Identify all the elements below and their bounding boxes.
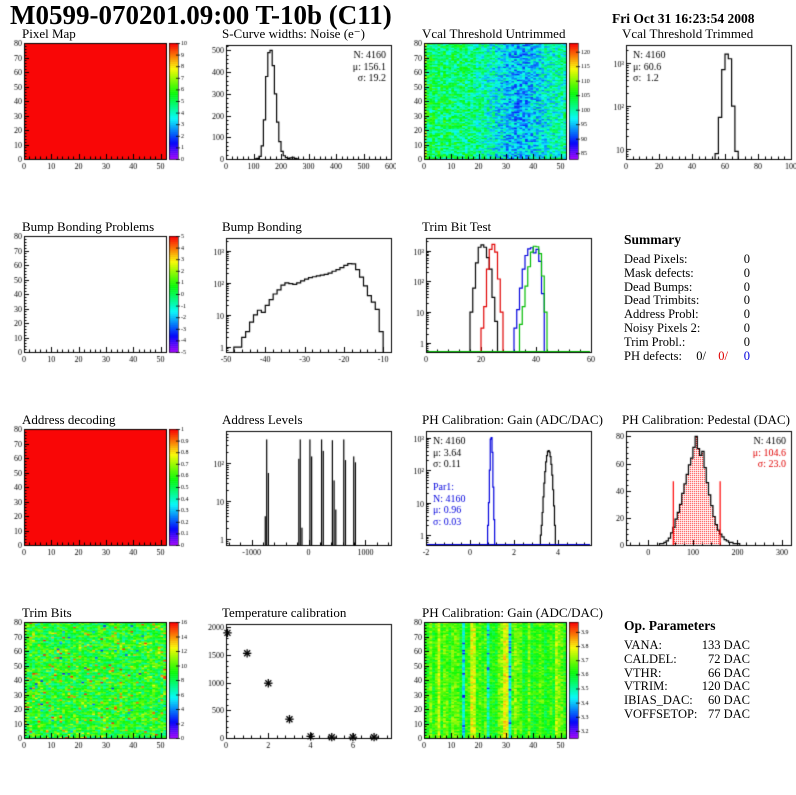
bump-bonding-plot: [200, 232, 396, 372]
address-decoding-plot: [0, 425, 196, 565]
temperature-calibration-plot: [200, 618, 396, 758]
chart-title: S-Curve widths: Noise (e⁻): [222, 26, 365, 41]
vcal-trimmed-plot: [600, 39, 796, 179]
ph-defects-black: 0/: [696, 348, 706, 363]
op-row-vthr: VTHR: 66 DAC: [624, 665, 750, 680]
summary-row-dead-pixels: Dead Pixels: 0: [624, 252, 750, 266]
chart-title: Bump Bonding Problems: [22, 219, 155, 234]
chart-title: Vcal Threshold Untrimmed: [422, 26, 566, 41]
panel-pixel-map: Pixel Map: [0, 26, 200, 216]
op-row-voffsetop: VOFFSETOP: 77 DAC: [624, 706, 750, 721]
chart-title: Trim Bit Test: [422, 219, 492, 234]
chart-title: Pixel Map: [22, 26, 76, 41]
ph-gain-map-plot: [400, 618, 596, 758]
summary-row-noisy-pixels: Noisy Pixels 2: 0: [624, 320, 750, 335]
page-title: M0599-070201.09:00 T-10b (C11): [10, 0, 392, 30]
ph-gain-hist-plot: [400, 425, 596, 565]
trim-bit-test-plot: [400, 232, 596, 372]
trim-bits-map-plot: [0, 618, 196, 758]
address-levels-plot: [200, 425, 396, 565]
chart-title: Vcal Threshold Trimmed: [622, 26, 754, 41]
op-parameters-title: Op. Parameters: [624, 618, 716, 633]
chart-title: Temperature calibration: [222, 605, 347, 620]
bump-bonding-problems-plot: [0, 232, 196, 372]
op-row-vana: VANA: 133 DAC: [624, 638, 750, 652]
chart-title: Trim Bits: [22, 605, 72, 620]
scurve-noise-plot: [200, 39, 396, 179]
pixel-map-plot: [0, 39, 196, 179]
panel-trim-bits-map: Trim Bits: [0, 605, 200, 795]
chart-title: Address decoding: [22, 412, 116, 427]
chart-title: PH Calibration: Pedestal (DAC): [622, 412, 790, 427]
summary-title: Summary: [624, 232, 681, 247]
timestamp: Fri Oct 31 16:23:54 2008: [612, 11, 755, 26]
chart-title: PH Calibration: Gain (ADC/DAC): [422, 412, 603, 427]
summary-row-address-probl: Address Probl: 0: [624, 307, 750, 322]
chart-title: Bump Bonding: [222, 219, 302, 234]
summary-row-dead-bumps: Dead Bumps: 0: [624, 279, 750, 294]
ph-defects-blue: 0: [743, 348, 750, 363]
op-row-vtrim: VTRIM: 120 DAC: [624, 679, 750, 694]
summary-row-dead-trimbits: Dead Trimbits: 0: [624, 293, 750, 308]
panel-scurve-noise: S-Curve widths: Noise (e⁻): [200, 26, 400, 216]
panel-bump-bonding-problems: Bump Bonding Problems: [0, 219, 200, 409]
ph-pedestal-plot: [600, 425, 796, 565]
panel-address-levels: Address Levels: [200, 412, 400, 602]
panel-temperature-calibration: Temperature calibration: [200, 605, 400, 795]
panel-ph-gain-map: PH Calibration: Gain (ADC/DAC): [400, 605, 603, 795]
op-row-caldel: CALDEL: 72 DAC: [624, 651, 750, 666]
op-parameters-panel: Op. Parameters VANA: 133 DAC CALDEL: 72 DA…: [600, 618, 796, 722]
panel-ph-gain-hist: PH Calibration: Gain (ADC/DAC): [400, 412, 603, 602]
panel-vcal-untrimmed: Vcal Threshold Untrimmed: [400, 26, 600, 216]
vcal-untrimmed-plot: [400, 39, 596, 179]
chart-title: Address Levels: [222, 412, 303, 427]
summary-row-mask-defects: Mask defects: 0: [624, 265, 750, 280]
panel-address-decoding: Address decoding: [0, 412, 200, 602]
ph-defects-red: 0/: [718, 348, 728, 363]
panel-vcal-trimmed: Vcal Threshold Trimmed: [600, 26, 796, 216]
panel-bump-bonding: Bump Bonding: [200, 219, 400, 409]
panel-trim-bit-test: Trim Bit Test: [400, 219, 600, 409]
summary-row-trim-probl: Trim Probl.: 0: [624, 334, 750, 349]
panel-ph-pedestal: PH Calibration: Pedestal (DAC): [600, 412, 796, 602]
summary-row-ph-defects: PH defects: 0/ 0/ 0: [624, 348, 750, 363]
summary-panel: Summary Dead Pixels: 0 Mask defects: 0 Dea…: [600, 232, 796, 363]
op-row-ibias: IBIAS_DAC: 60 DAC: [624, 693, 750, 708]
chart-title: PH Calibration: Gain (ADC/DAC): [422, 605, 603, 620]
